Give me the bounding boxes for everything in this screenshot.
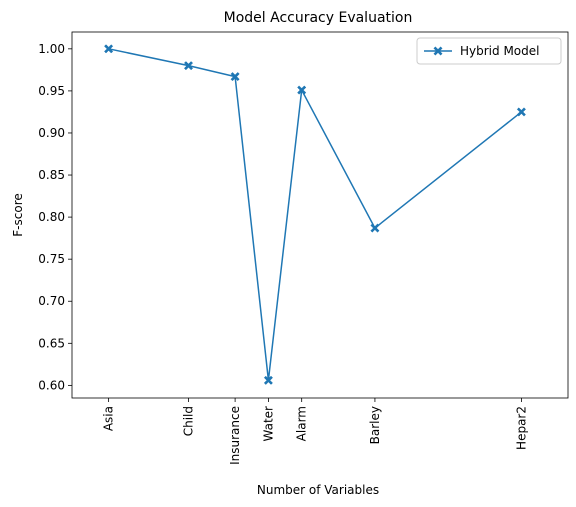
axis-ticks: 0.60 0.65 0.70 0.75 0.80 0.85 0.90 0.95 1.00 Asia…	[38, 42, 528, 465]
data-point	[370, 223, 380, 233]
legend-marker	[433, 46, 443, 56]
x-axis-label: Number of Variables	[257, 483, 379, 497]
x-tick-label: Alarm	[295, 406, 309, 441]
x-tick-label: Asia	[102, 406, 116, 431]
x-tick-label: Child	[182, 406, 196, 436]
y-axis-label: F-score	[11, 193, 25, 236]
plot-area	[104, 44, 526, 385]
y-tick-label: 1.00	[38, 42, 65, 56]
x-tick-label: Barley	[368, 406, 382, 444]
legend-box	[416, 37, 562, 65]
data-point	[516, 107, 526, 117]
y-tick-label: 0.60	[38, 378, 65, 392]
data-point	[297, 85, 307, 95]
legend-label: Hybrid Model	[460, 44, 539, 58]
y-tick-label: 0.90	[38, 126, 65, 140]
y-tick-label: 0.95	[38, 84, 65, 98]
plot-frame	[71, 31, 569, 399]
data-point	[263, 375, 273, 385]
y-tick-label: 0.65	[38, 336, 65, 350]
y-tick-label: 0.75	[38, 252, 65, 266]
legend: Hybrid Model	[416, 37, 562, 65]
y-tick-label: 0.85	[38, 168, 65, 182]
x-tick-label: Insurance	[228, 406, 242, 465]
x-tick-label: Hepar2	[514, 406, 528, 450]
y-tick-label: 0.80	[38, 210, 65, 224]
data-point	[104, 44, 114, 54]
y-tick-label: 0.70	[38, 294, 65, 308]
chart-title: Model Accuracy Evaluation	[224, 10, 413, 26]
data-point	[230, 72, 240, 82]
data-point	[183, 61, 194, 71]
x-tick-label: Water	[261, 406, 275, 442]
